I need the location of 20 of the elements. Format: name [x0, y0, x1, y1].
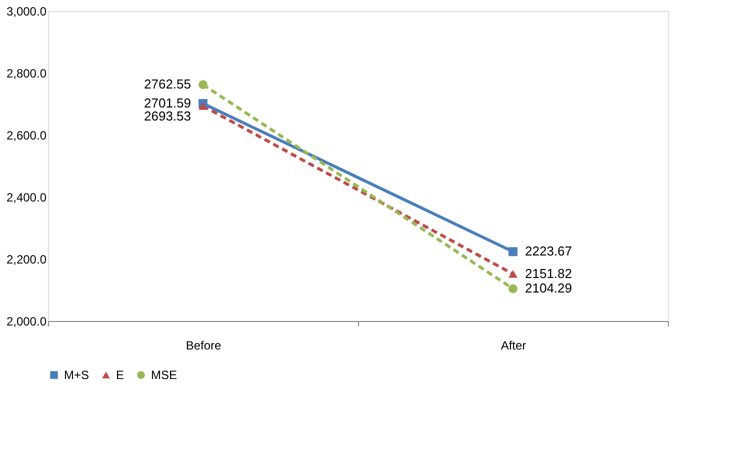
- y-tick-label: 2,000.0: [6, 314, 47, 328]
- data-label: 2701.59: [144, 96, 191, 111]
- data-label: 2104.29: [525, 280, 572, 296]
- legend-label: M+S: [64, 368, 90, 382]
- y-tick-label: 2,400.0: [6, 190, 47, 204]
- y-tick-label: 2,800.0: [6, 66, 47, 80]
- data-label: 2151.82: [525, 266, 572, 281]
- x-tick-label: Before: [186, 338, 222, 352]
- y-tick-label: 2,200.0: [6, 252, 47, 266]
- data-label: 2223.67: [525, 244, 572, 259]
- legend-label: MSE: [151, 368, 178, 382]
- y-tick-label: 3,000.0: [6, 4, 47, 18]
- data-label: 2762.55: [144, 76, 191, 92]
- point: [198, 80, 208, 90]
- x-tick-label: After: [500, 338, 526, 352]
- legend-label: E: [116, 368, 124, 382]
- data-label: 2693.53: [144, 108, 191, 124]
- point: [508, 284, 518, 294]
- y-tick-label: 2,600.0: [6, 128, 47, 142]
- point: [508, 247, 518, 256]
